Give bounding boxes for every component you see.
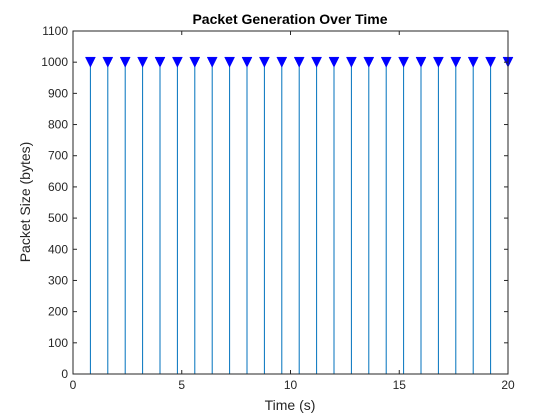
stem-marker — [119, 56, 131, 68]
x-tick-label: 15 — [393, 378, 407, 392]
stem-marker — [258, 56, 270, 68]
stem-marker — [293, 56, 305, 68]
x-axis-ticks: 0 5 10 15 20 — [70, 31, 515, 392]
stem-marker — [450, 56, 462, 68]
y-tick-label: 900 — [48, 86, 68, 100]
y-axis-label: Packet Size (bytes) — [17, 142, 33, 263]
y-tick-label: 1100 — [42, 24, 68, 38]
y-tick-label: 600 — [48, 180, 68, 194]
y-tick-label: 800 — [48, 118, 68, 132]
stem-marker — [137, 56, 149, 68]
stem-marker — [276, 56, 288, 68]
stem-marker — [171, 56, 183, 68]
stem-marker — [241, 56, 253, 68]
y-tick-label: 700 — [48, 149, 68, 163]
y-tick-label: 100 — [48, 336, 68, 350]
stem-marker — [380, 56, 392, 68]
y-tick-label: 400 — [48, 242, 68, 256]
stem-marker — [398, 56, 410, 68]
stem-marker — [345, 56, 357, 68]
y-tick-label: 200 — [48, 305, 68, 319]
plot-area — [73, 31, 508, 374]
stem-marker — [432, 56, 444, 68]
x-axis-label: Time (s) — [265, 397, 316, 413]
y-tick-label: 1000 — [41, 55, 68, 69]
stem-marker — [328, 56, 340, 68]
y-tick-label: 500 — [48, 211, 68, 225]
x-tick-label: 5 — [178, 378, 185, 392]
stem-marker — [363, 56, 375, 68]
stem-marker — [415, 56, 427, 68]
x-tick-label: 0 — [70, 378, 77, 392]
stem-marker — [206, 56, 218, 68]
x-tick-label: 20 — [501, 378, 515, 392]
stem-marker — [154, 56, 166, 68]
stem-marker — [189, 56, 201, 68]
chart-title: Packet Generation Over Time — [192, 11, 387, 27]
y-axis-ticks: 0 100 200 300 400 500 600 700 800 900 1000 1100 — [41, 24, 508, 381]
x-tick-label: 10 — [284, 378, 298, 392]
y-tick-label: 0 — [61, 367, 68, 381]
stem-marker — [485, 56, 497, 68]
stem-marker — [84, 56, 96, 68]
stem-marker — [102, 56, 114, 68]
marker-series — [84, 56, 514, 68]
stem-marker — [467, 56, 479, 68]
stem-marker — [224, 56, 236, 68]
y-tick-label: 300 — [48, 273, 68, 287]
stem-marker — [311, 56, 323, 68]
